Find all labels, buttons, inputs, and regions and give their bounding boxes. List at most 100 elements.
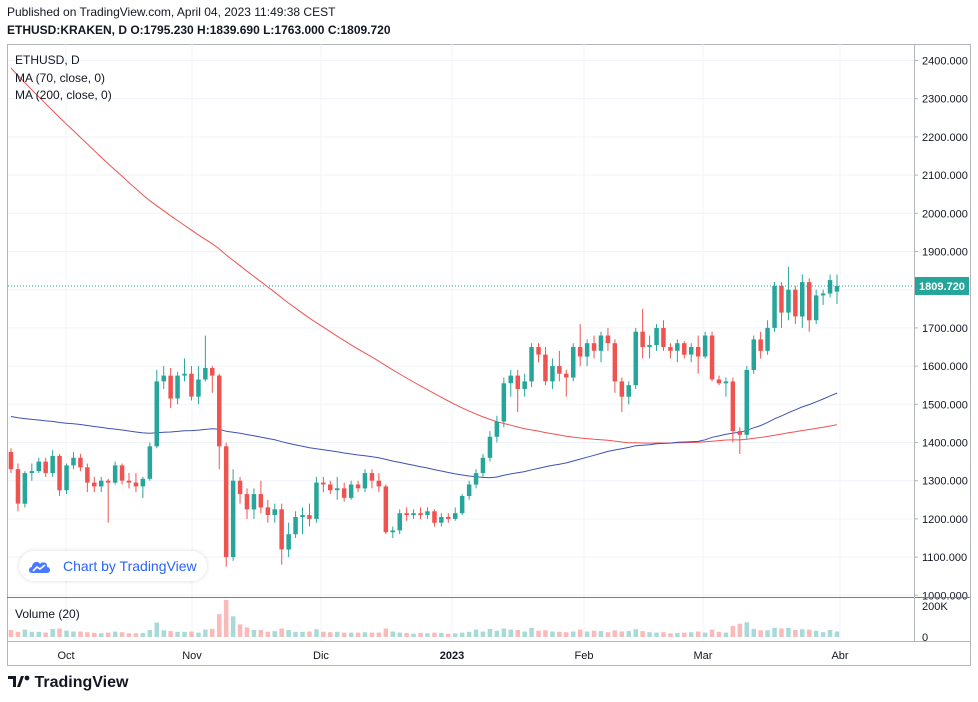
candle-body bbox=[557, 366, 562, 374]
volume-bar bbox=[390, 631, 395, 637]
candle-body bbox=[78, 457, 83, 468]
candle-body bbox=[800, 282, 805, 317]
candle-body bbox=[279, 509, 284, 550]
candle-body bbox=[647, 345, 652, 347]
volume-bar bbox=[140, 632, 146, 637]
volume-bar bbox=[557, 631, 562, 637]
volume-bar bbox=[758, 630, 763, 637]
candle-body bbox=[786, 289, 791, 313]
candle-body bbox=[244, 494, 250, 510]
price-tick-label: 2200.000 bbox=[922, 132, 968, 144]
candle-body bbox=[432, 511, 437, 523]
volume-bar bbox=[772, 627, 777, 638]
volume-bar bbox=[92, 632, 97, 637]
volume-bar bbox=[765, 630, 770, 637]
volume-bar bbox=[459, 632, 465, 637]
candle-body bbox=[390, 530, 395, 533]
candle-body bbox=[834, 286, 840, 292]
volume-bar bbox=[466, 631, 472, 637]
candle-body bbox=[307, 515, 312, 519]
candle-body bbox=[793, 289, 798, 317]
volume-bar bbox=[571, 631, 576, 637]
candle-body bbox=[43, 461, 48, 474]
volume-bar bbox=[425, 633, 430, 637]
candle-body bbox=[529, 347, 534, 382]
legend-ma70: MA (70, close, 0) bbox=[15, 71, 106, 85]
watermark[interactable]: Chart by TradingView bbox=[19, 551, 207, 581]
candle-body bbox=[57, 455, 62, 491]
volume-bar bbox=[119, 632, 125, 637]
candle-body bbox=[362, 473, 368, 489]
volume-bar bbox=[321, 631, 326, 637]
candle-body bbox=[772, 285, 777, 328]
candle-body bbox=[22, 473, 28, 504]
candle-body bbox=[348, 484, 354, 498]
volume-bar bbox=[29, 631, 35, 637]
candle-body bbox=[807, 282, 812, 321]
volume-bar bbox=[480, 631, 486, 637]
last-price-box bbox=[915, 276, 969, 295]
volume-bar bbox=[203, 629, 208, 637]
volume-bar bbox=[550, 631, 555, 637]
volume-bar bbox=[369, 632, 375, 637]
volume-bar bbox=[168, 631, 173, 637]
candle-body bbox=[369, 473, 375, 481]
candle-body bbox=[92, 482, 97, 487]
candle-body bbox=[543, 354, 548, 382]
volume-bar bbox=[50, 628, 55, 637]
ma70-line bbox=[10, 392, 838, 479]
volume-bar bbox=[418, 632, 423, 637]
time-tick-label: Mar bbox=[694, 650, 713, 662]
volume-bar bbox=[654, 632, 659, 637]
ma200-layer bbox=[10, 67, 838, 444]
volume-bar bbox=[453, 633, 458, 637]
volume-bar bbox=[314, 629, 319, 637]
volume-bar bbox=[487, 628, 493, 637]
candle-body bbox=[64, 465, 69, 491]
candle-body bbox=[425, 511, 430, 516]
price-tick-label: 1500.000 bbox=[922, 399, 968, 411]
candle-body bbox=[820, 293, 826, 296]
candle-body bbox=[605, 335, 611, 344]
candle-body bbox=[675, 343, 680, 351]
volume-bar bbox=[99, 633, 104, 637]
footer-brand[interactable]: TradingView bbox=[8, 674, 128, 692]
volume-bar bbox=[355, 632, 361, 637]
volume-bar bbox=[223, 600, 229, 637]
volume-bar bbox=[494, 630, 500, 637]
volume-bar bbox=[258, 630, 264, 637]
volume-bar bbox=[397, 632, 402, 637]
time-tick-label: Abr bbox=[831, 650, 848, 662]
candle-body bbox=[453, 513, 458, 519]
watermark-text: Chart by TradingView bbox=[63, 558, 197, 574]
candle-body bbox=[695, 347, 701, 357]
candle-body bbox=[119, 465, 125, 481]
volume-bar bbox=[36, 631, 41, 637]
candle-body bbox=[577, 347, 583, 357]
candle-body bbox=[154, 381, 159, 447]
volume-bar bbox=[744, 622, 749, 637]
candle-body bbox=[217, 375, 222, 447]
volume-bar bbox=[189, 631, 194, 637]
price-tick-label: 1300.000 bbox=[922, 476, 968, 488]
last-price-marker: 1809.720 bbox=[8, 276, 969, 295]
volume-bar bbox=[564, 632, 569, 637]
volume-bar bbox=[15, 631, 21, 637]
volume-bar bbox=[529, 627, 534, 638]
grid bbox=[8, 44, 914, 641]
candle-body bbox=[328, 484, 333, 491]
time-tick-label: Nov bbox=[182, 650, 202, 662]
legend-ma200: MA (200, close, 0) bbox=[15, 88, 112, 102]
volume-layer bbox=[8, 600, 840, 638]
candle-body bbox=[258, 494, 264, 508]
volume-bar bbox=[432, 632, 437, 637]
volume-bar bbox=[675, 632, 680, 637]
candle-body bbox=[487, 436, 493, 458]
candle-body bbox=[321, 482, 326, 485]
volume-bar bbox=[8, 630, 14, 637]
candle-body bbox=[709, 335, 715, 380]
candle-body bbox=[230, 480, 236, 558]
candle-body bbox=[459, 496, 465, 514]
candle-body bbox=[626, 385, 631, 397]
